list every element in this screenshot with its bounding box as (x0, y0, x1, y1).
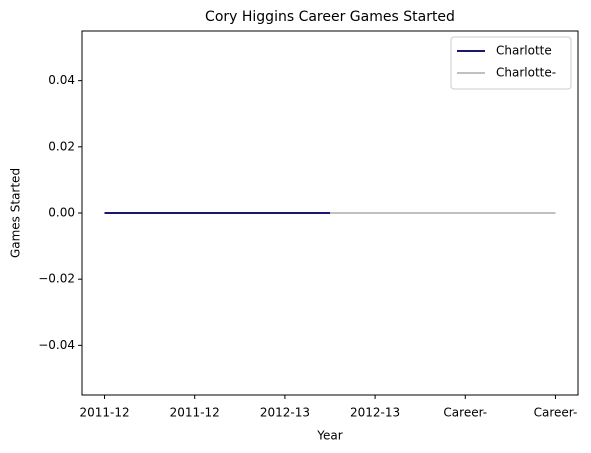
x-tick-label: 2012-13 (350, 406, 400, 420)
x-tick-label: Career- (443, 406, 487, 420)
x-tick-label: Career- (534, 406, 578, 420)
x-tick-label: 2011-12 (79, 406, 129, 420)
x-tick-label: 2011-12 (170, 406, 220, 420)
legend-label: Charlotte (496, 44, 552, 58)
chart-title: Cory Higgins Career Games Started (205, 9, 455, 25)
x-tick-label: 2012-13 (260, 406, 310, 420)
y-axis-label: Games Started (9, 168, 23, 258)
x-axis-label: Year (316, 429, 342, 443)
y-tick-label: 0.00 (48, 206, 75, 220)
y-tick-label: −0.02 (38, 272, 75, 286)
plot-frame (81, 30, 579, 396)
y-tick-label: 0.02 (48, 139, 75, 153)
y-tick-label: −0.04 (38, 338, 75, 352)
legend-label: Charlotte- (496, 66, 556, 80)
y-tick-label: 0.04 (48, 73, 75, 87)
